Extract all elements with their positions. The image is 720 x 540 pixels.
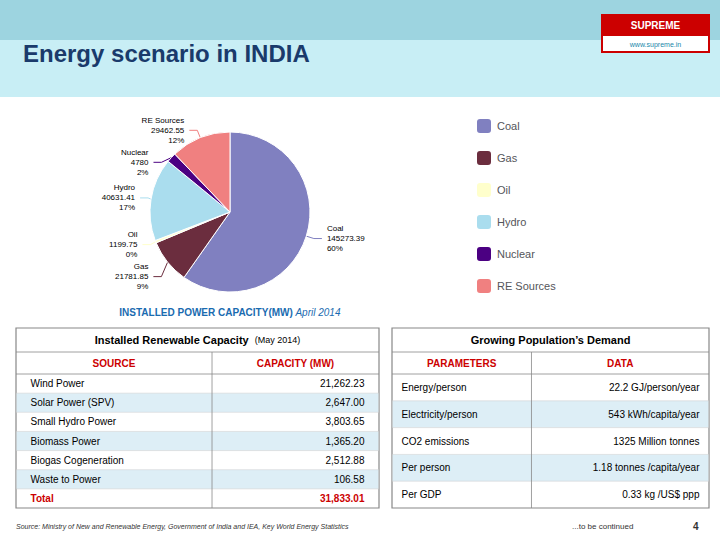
svg-text:4780: 4780 [131,158,149,167]
svg-text:Small Hydro Power: Small Hydro Power [31,416,117,427]
svg-text:40631.41: 40631.41 [102,193,136,202]
svg-text:1199.75: 1199.75 [109,240,138,249]
svg-text:PARAMETERS: PARAMETERS [427,358,497,369]
svg-text:RE Sources: RE Sources [142,116,185,125]
svg-text:(May 2014): (May 2014) [255,335,301,345]
svg-text:17%: 17% [119,203,135,212]
svg-text:1.18 tonnes /capita/year: 1.18 tonnes /capita/year [593,462,700,473]
svg-text:0%: 0% [126,250,138,259]
svg-text:3,803.65: 3,803.65 [326,416,365,427]
svg-text:Gas: Gas [134,262,149,271]
svg-text:106.58: 106.58 [334,474,365,485]
svg-text:60%: 60% [327,244,343,253]
svg-text:Per GDP: Per GDP [402,489,442,500]
svg-text:21,262.23: 21,262.23 [320,378,365,389]
svg-text:Growing Population’s Demand: Growing Population’s Demand [471,334,631,346]
svg-text:Energy/person: Energy/person [402,382,467,393]
svg-text:Biogas Cogeneration: Biogas Cogeneration [31,455,124,466]
svg-text:INSTALLED POWER CAPACITY(MW): INSTALLED POWER CAPACITY(MW) [119,307,293,318]
svg-text:31,833.01: 31,833.01 [320,493,365,504]
svg-text:12%: 12% [168,136,184,145]
svg-text:www.supreme.in: www.supreme.in [629,41,681,49]
svg-text:Solar Power (SPV): Solar Power (SPV) [31,397,115,408]
svg-text:Nuclear: Nuclear [497,248,535,260]
svg-text:Source: Ministry of New and Re: Source: Ministry of New and Renewable En… [16,523,349,531]
svg-text:Waste to Power: Waste to Power [31,474,102,485]
svg-text:Per person: Per person [402,462,451,473]
svg-text:DATA: DATA [607,358,633,369]
svg-text:Electricity/person: Electricity/person [402,409,478,420]
svg-text:SOURCE: SOURCE [93,358,136,369]
svg-text:Hydro: Hydro [114,183,136,192]
svg-text:CAPACITY (MW): CAPACITY (MW) [257,358,334,369]
svg-text:RE Sources: RE Sources [497,280,556,292]
svg-text:2,647.00: 2,647.00 [326,397,365,408]
svg-text:9%: 9% [137,282,149,291]
svg-text:145273.39: 145273.39 [327,234,365,243]
svg-text:1,365.20: 1,365.20 [326,436,365,447]
svg-text:4: 4 [693,521,699,532]
svg-text:Gas: Gas [497,152,518,164]
svg-text:Hydro: Hydro [497,216,526,228]
svg-text:Energy scenario in INDIA: Energy scenario in INDIA [23,40,310,67]
svg-text:Oil: Oil [497,184,510,196]
svg-text:2%: 2% [137,168,149,177]
svg-text:CO2 emissions: CO2 emissions [402,436,470,447]
svg-text:0.33 kg /US$ ppp: 0.33 kg /US$ ppp [622,489,700,500]
svg-text:SUPREME: SUPREME [631,20,681,31]
svg-text:Biomass Power: Biomass Power [31,436,101,447]
svg-text:2,512.88: 2,512.88 [326,455,365,466]
svg-text:Oil: Oil [128,230,138,239]
svg-text:Wind Power: Wind Power [31,378,86,389]
svg-text:1325 Million tonnes: 1325 Million tonnes [613,436,699,447]
svg-text:April 2014: April 2014 [293,307,341,318]
svg-text:21781.85: 21781.85 [115,272,149,281]
svg-text:22.2 GJ/person/year: 22.2 GJ/person/year [609,382,700,393]
svg-text:Coal: Coal [327,224,344,233]
svg-text:Coal: Coal [497,120,520,132]
svg-text:...to be continued: ...to be continued [572,522,633,531]
svg-text:29462.55: 29462.55 [151,126,185,135]
svg-text:Nuclear: Nuclear [121,148,149,157]
svg-text:Total: Total [31,493,54,504]
svg-text:Installed Renewable Capacity: Installed Renewable Capacity [95,334,250,346]
svg-text:543 kWh/capita/year: 543 kWh/capita/year [608,409,700,420]
